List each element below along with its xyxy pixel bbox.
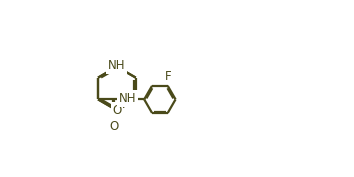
- Text: O: O: [109, 120, 118, 133]
- Text: NH: NH: [108, 59, 126, 72]
- Text: F: F: [165, 70, 172, 83]
- Text: NH: NH: [118, 92, 136, 105]
- Text: O: O: [112, 104, 121, 117]
